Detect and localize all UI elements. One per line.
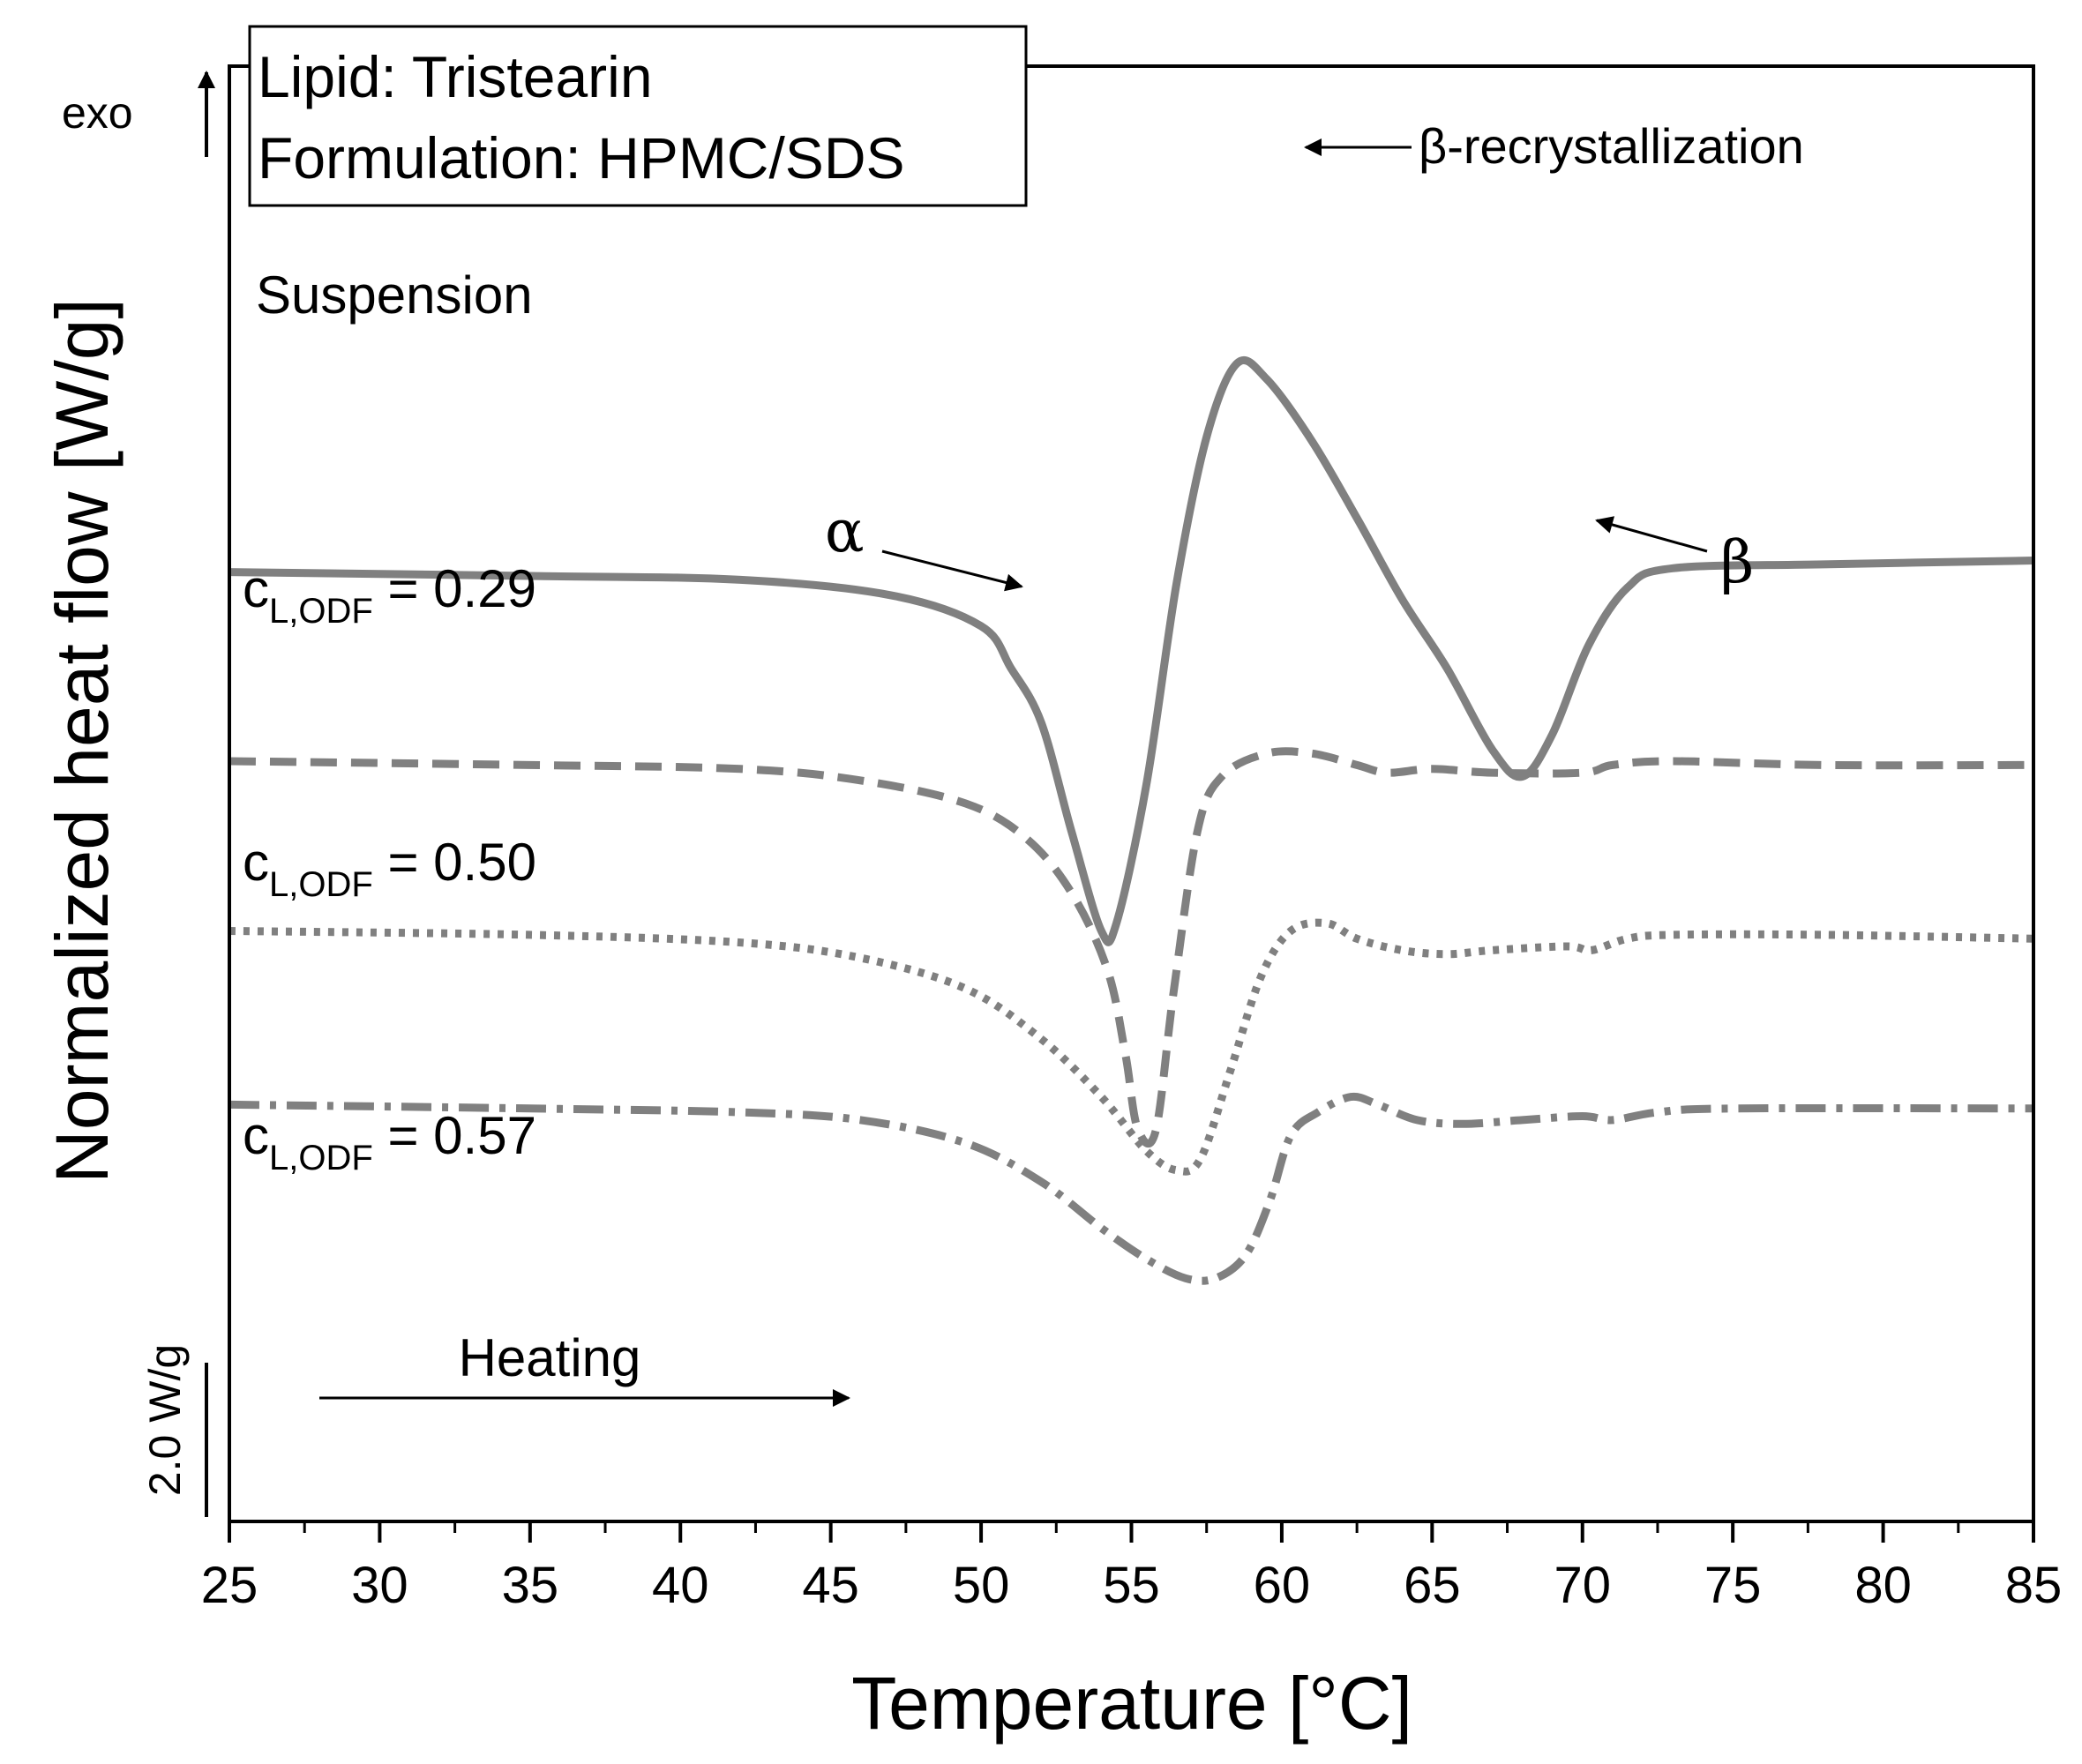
annotation-beta: β [1595, 516, 1754, 596]
series-line-3 [228, 1092, 2034, 1285]
x-tick-label: 80 [1854, 1557, 1912, 1614]
series-label-057-main: c [243, 1106, 269, 1165]
x-tick-label: 25 [201, 1557, 258, 1614]
exo-indicator: exo [62, 71, 215, 157]
x-tick-label: 70 [1554, 1557, 1611, 1614]
series-label-050-sub: L,ODF [269, 865, 373, 904]
heating-indicator: Heating [319, 1328, 850, 1407]
series-label-057-sub: L,ODF [269, 1139, 373, 1177]
x-tick-label: 50 [953, 1557, 1010, 1614]
series-label-029: cL,ODF = 0.29 [243, 559, 536, 631]
x-tick-label: 75 [1704, 1557, 1762, 1614]
alpha-label: α [825, 497, 865, 565]
legend-line-formulation: Formulation: HPMC/SDS [258, 125, 905, 191]
beta-arrow [1595, 516, 1708, 553]
series-layer [228, 356, 2034, 1285]
legend-box: Lipid: Tristearin Formulation: HPMC/SDS [248, 25, 1028, 207]
series-label-029-value: = 0.29 [373, 559, 536, 618]
x-tick-label: 40 [652, 1557, 709, 1614]
alpha-arrow [881, 549, 1023, 592]
x-tick-label: 85 [2005, 1557, 2063, 1614]
series-line-1 [228, 747, 2034, 1148]
y-axis-label: Normalized heat flow [W/g] [41, 298, 124, 1184]
series-label-050-main: c [243, 833, 269, 892]
beta-recrystallization-label: β-recrystallization [1419, 118, 1804, 174]
x-tick-label: 60 [1254, 1557, 1311, 1614]
series-label-057: cL,ODF = 0.57 [243, 1106, 536, 1177]
beta-label: β [1720, 528, 1754, 596]
x-tick-label: 45 [802, 1557, 859, 1614]
legend-frame [248, 25, 1028, 207]
scale-bar: 2.0 W/g [140, 1344, 208, 1517]
annotation-alpha: α [825, 497, 1023, 592]
x-tick-label: 65 [1404, 1557, 1461, 1614]
x-ticks: 25 30 35 40 45 50 55 60 65 70 75 80 85 [201, 1521, 2063, 1614]
legend-line-lipid: Lipid: Tristearin [258, 44, 653, 109]
x-axis-label: Temperature [°C] [851, 1662, 1412, 1745]
series-label-029-sub: L,ODF [269, 592, 373, 631]
series-label-050: cL,ODF = 0.50 [243, 833, 536, 904]
x-tick-label: 30 [351, 1557, 408, 1614]
x-tick-label: 35 [502, 1557, 559, 1614]
series-label-suspension: Suspension [256, 265, 533, 325]
x-tick-label: 55 [1103, 1557, 1160, 1614]
series-label-029-main: c [243, 559, 269, 618]
heating-label: Heating [459, 1328, 641, 1387]
series-line-0 [228, 356, 2034, 946]
scale-bar-label: 2.0 W/g [140, 1344, 190, 1496]
exo-label: exo [62, 88, 133, 138]
annotation-beta-recrystallization: β-recrystallization [1304, 118, 1804, 174]
series-label-050-value: = 0.50 [373, 833, 536, 892]
series-label-057-value: = 0.57 [373, 1106, 536, 1165]
